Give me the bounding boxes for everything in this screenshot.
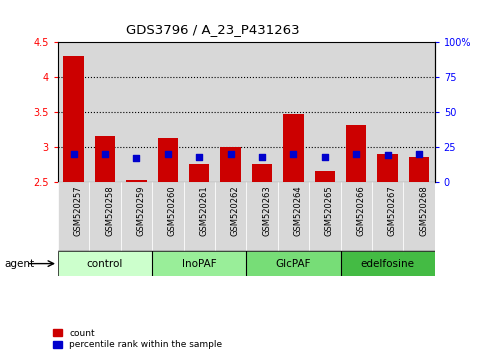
Bar	[346, 125, 367, 182]
Text: GSM520267: GSM520267	[387, 185, 397, 236]
Bar	[309, 182, 341, 251]
Text: GlcPAF: GlcPAF	[276, 259, 311, 269]
Bar	[246, 182, 278, 251]
Point	[353, 151, 360, 156]
Point	[195, 154, 203, 159]
Text: GSM520259: GSM520259	[137, 185, 145, 235]
Point	[101, 151, 109, 156]
Bar	[126, 180, 147, 182]
Point	[164, 151, 172, 156]
Text: GSM520260: GSM520260	[168, 185, 177, 236]
Text: GSM520258: GSM520258	[105, 185, 114, 236]
Bar	[63, 56, 84, 182]
Point	[132, 155, 141, 161]
Bar	[252, 164, 272, 182]
Text: GSM520268: GSM520268	[419, 185, 428, 236]
Bar	[152, 251, 246, 276]
Bar	[314, 171, 335, 182]
Bar	[184, 182, 215, 251]
Bar	[409, 157, 429, 182]
Bar	[283, 114, 304, 182]
Bar	[341, 182, 372, 251]
Text: GSM520257: GSM520257	[73, 185, 83, 236]
Point	[415, 151, 423, 156]
Text: InoPAF: InoPAF	[182, 259, 216, 269]
Bar	[278, 182, 309, 251]
Bar	[377, 154, 398, 182]
Text: GSM520266: GSM520266	[356, 185, 365, 236]
Point	[321, 154, 328, 159]
Bar	[372, 182, 403, 251]
Bar	[157, 138, 178, 182]
Text: GSM520262: GSM520262	[231, 185, 240, 236]
Point	[227, 151, 235, 156]
Point	[384, 152, 391, 158]
Text: GSM520261: GSM520261	[199, 185, 208, 236]
Text: GSM520264: GSM520264	[294, 185, 302, 236]
Legend: count, percentile rank within the sample: count, percentile rank within the sample	[53, 329, 222, 349]
Bar	[189, 164, 210, 182]
Text: GSM520263: GSM520263	[262, 185, 271, 236]
Bar	[220, 147, 241, 182]
Text: control: control	[87, 259, 123, 269]
Point	[290, 151, 298, 156]
Bar	[246, 251, 341, 276]
Bar	[403, 182, 435, 251]
Bar	[58, 182, 89, 251]
Point	[258, 154, 266, 159]
Bar	[58, 251, 152, 276]
Point	[70, 151, 77, 156]
Text: GDS3796 / A_23_P431263: GDS3796 / A_23_P431263	[126, 23, 299, 36]
Text: edelfosine: edelfosine	[361, 259, 414, 269]
Bar	[89, 182, 121, 251]
Text: agent: agent	[5, 259, 35, 269]
Bar	[152, 182, 184, 251]
Bar	[215, 182, 246, 251]
Bar	[121, 182, 152, 251]
Text: GSM520265: GSM520265	[325, 185, 334, 236]
Bar	[341, 251, 435, 276]
Bar	[95, 136, 115, 182]
